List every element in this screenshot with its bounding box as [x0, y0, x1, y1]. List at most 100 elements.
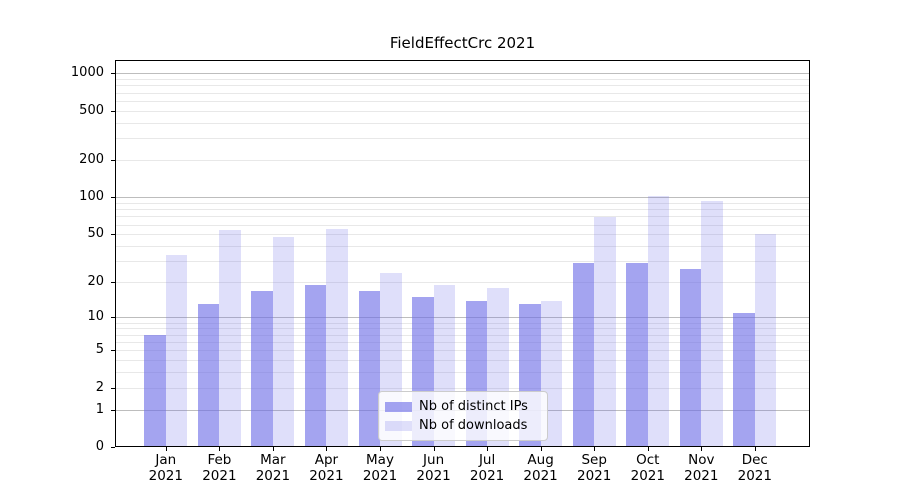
- gridline-minor-60: [116, 224, 809, 226]
- gridline-minor-7: [116, 334, 809, 336]
- x-tick-oct: [647, 447, 649, 451]
- y-tick-label-5: 5: [95, 342, 104, 358]
- x-tick-jul: [487, 447, 489, 451]
- gridline-minor-40: [116, 246, 809, 248]
- gridline-minor-8: [116, 328, 809, 330]
- legend-swatch-distinct-ips: [385, 401, 412, 412]
- x-tick-label-nov: Nov 2021: [684, 452, 719, 484]
- x-tick-sep: [594, 447, 596, 451]
- gridline-minor-600: [116, 100, 809, 102]
- bar-nb-of-downloads-apr: [326, 229, 348, 446]
- y-tick-5: [111, 350, 115, 352]
- gridline-minor-700: [116, 92, 809, 94]
- gridline-minor-800: [116, 85, 809, 87]
- bar-nb-of-distinct-ips-sep: [572, 263, 595, 446]
- gridline-minor-3: [116, 372, 809, 373]
- y-tick-2: [111, 387, 115, 389]
- gridline-minor-30: [116, 261, 809, 263]
- bar-nb-of-distinct-ips-mar: [251, 290, 273, 446]
- x-tick-label-oct: Oct 2021: [630, 452, 665, 484]
- y-tick-20: [111, 282, 115, 284]
- gridline-major-10: [116, 317, 809, 319]
- gridline-minor-20: [116, 282, 809, 284]
- bar-nb-of-distinct-ips-feb: [197, 304, 220, 446]
- x-tick-mar: [272, 447, 274, 451]
- gridline-minor-9: [116, 322, 809, 324]
- bar-nb-of-distinct-ips-may: [358, 290, 380, 446]
- bar-nb-of-downloads-sep: [594, 217, 616, 446]
- y-tick-label-2: 2: [95, 379, 104, 395]
- y-tick-10: [111, 317, 115, 319]
- bar-nb-of-distinct-ips-apr: [304, 285, 327, 446]
- x-tick-label-jan: Jan 2021: [148, 452, 183, 484]
- x-tick-apr: [326, 447, 328, 451]
- y-tick-label-20: 20: [87, 274, 104, 290]
- bar-nb-of-downloads-nov: [701, 200, 723, 446]
- y-tick-1000: [111, 73, 115, 75]
- y-tick-label-1: 1: [95, 401, 104, 417]
- gridline-minor-70: [116, 216, 809, 218]
- gridline-minor-80: [116, 209, 809, 211]
- gridline-major-100: [116, 197, 809, 199]
- y-tick-200: [111, 160, 115, 162]
- gridline-major-1000: [116, 73, 809, 75]
- gridline-minor-2: [116, 387, 809, 389]
- y-tick-500: [111, 110, 115, 112]
- chart-title: FieldEffectCrc 2021: [389, 34, 536, 52]
- legend-label-downloads: Nb of downloads: [419, 418, 528, 433]
- y-tick-label-100: 100: [79, 189, 104, 205]
- legend-item-distinct-ips: Nb of distinct IPs: [385, 397, 539, 416]
- gridline-minor-400: [116, 122, 809, 124]
- y-tick-50: [111, 234, 115, 236]
- x-tick-jan: [165, 447, 167, 451]
- x-tick-label-feb: Feb 2021: [202, 452, 237, 484]
- x-tick-aug: [540, 447, 542, 451]
- y-tick-label-10: 10: [87, 309, 104, 325]
- bar-nb-of-downloads-mar: [272, 236, 295, 446]
- y-tick-1: [111, 409, 115, 411]
- gridline-minor-4: [116, 359, 809, 361]
- x-tick-jun: [433, 447, 435, 451]
- x-tick-label-jul: Jul 2021: [469, 452, 505, 484]
- gridline-minor-90: [116, 203, 809, 204]
- y-tick-0: [111, 447, 115, 448]
- bar-nb-of-distinct-ips-oct: [626, 263, 648, 446]
- legend-swatch-downloads: [385, 420, 412, 431]
- bar-nb-of-downloads-jan: [165, 254, 188, 446]
- plot-area: Nb of distinct IPs Nb of downloads: [115, 60, 810, 447]
- bar-nb-of-distinct-ips-jan: [144, 334, 166, 446]
- x-tick-may: [380, 447, 381, 451]
- x-tick-dec: [754, 447, 756, 451]
- bar-nb-of-downloads-oct: [647, 196, 670, 446]
- y-tick-label-200: 200: [79, 152, 104, 168]
- gridline-minor-900: [116, 79, 809, 80]
- y-tick-100: [111, 197, 115, 199]
- bar-nb-of-distinct-ips-nov: [679, 268, 702, 446]
- x-tick-label-may: May 2021: [362, 452, 398, 484]
- y-tick-label-1000: 1000: [70, 65, 104, 81]
- y-tick-label-50: 50: [87, 226, 104, 242]
- y-tick-label-0: 0: [95, 439, 104, 454]
- gridline-minor-50: [116, 234, 809, 236]
- legend: Nb of distinct IPs Nb of downloads: [378, 391, 548, 441]
- x-tick-label-dec: Dec 2021: [737, 452, 772, 484]
- x-tick-nov: [701, 447, 703, 451]
- bar-nb-of-downloads-dec: [754, 234, 777, 446]
- gridline-minor-300: [116, 138, 809, 140]
- legend-item-downloads: Nb of downloads: [385, 416, 539, 435]
- gridline-minor-6: [116, 341, 809, 343]
- x-tick-label-apr: Apr 2021: [309, 452, 344, 484]
- x-tick-feb: [219, 447, 221, 451]
- legend-label-distinct-ips: Nb of distinct IPs: [419, 399, 528, 414]
- bar-nb-of-distinct-ips-dec: [733, 312, 755, 446]
- x-tick-label-jun: Jun 2021: [416, 452, 451, 484]
- gridline-minor-5: [116, 350, 809, 352]
- x-tick-label-sep: Sep 2021: [577, 452, 612, 484]
- x-tick-label-aug: Aug 2021: [523, 452, 558, 484]
- bar-nb-of-downloads-feb: [219, 230, 241, 446]
- gridline-minor-200: [116, 160, 809, 162]
- gridline-minor-500: [116, 110, 809, 112]
- x-tick-label-mar: Mar 2021: [255, 452, 291, 484]
- y-tick-label-500: 500: [79, 102, 104, 118]
